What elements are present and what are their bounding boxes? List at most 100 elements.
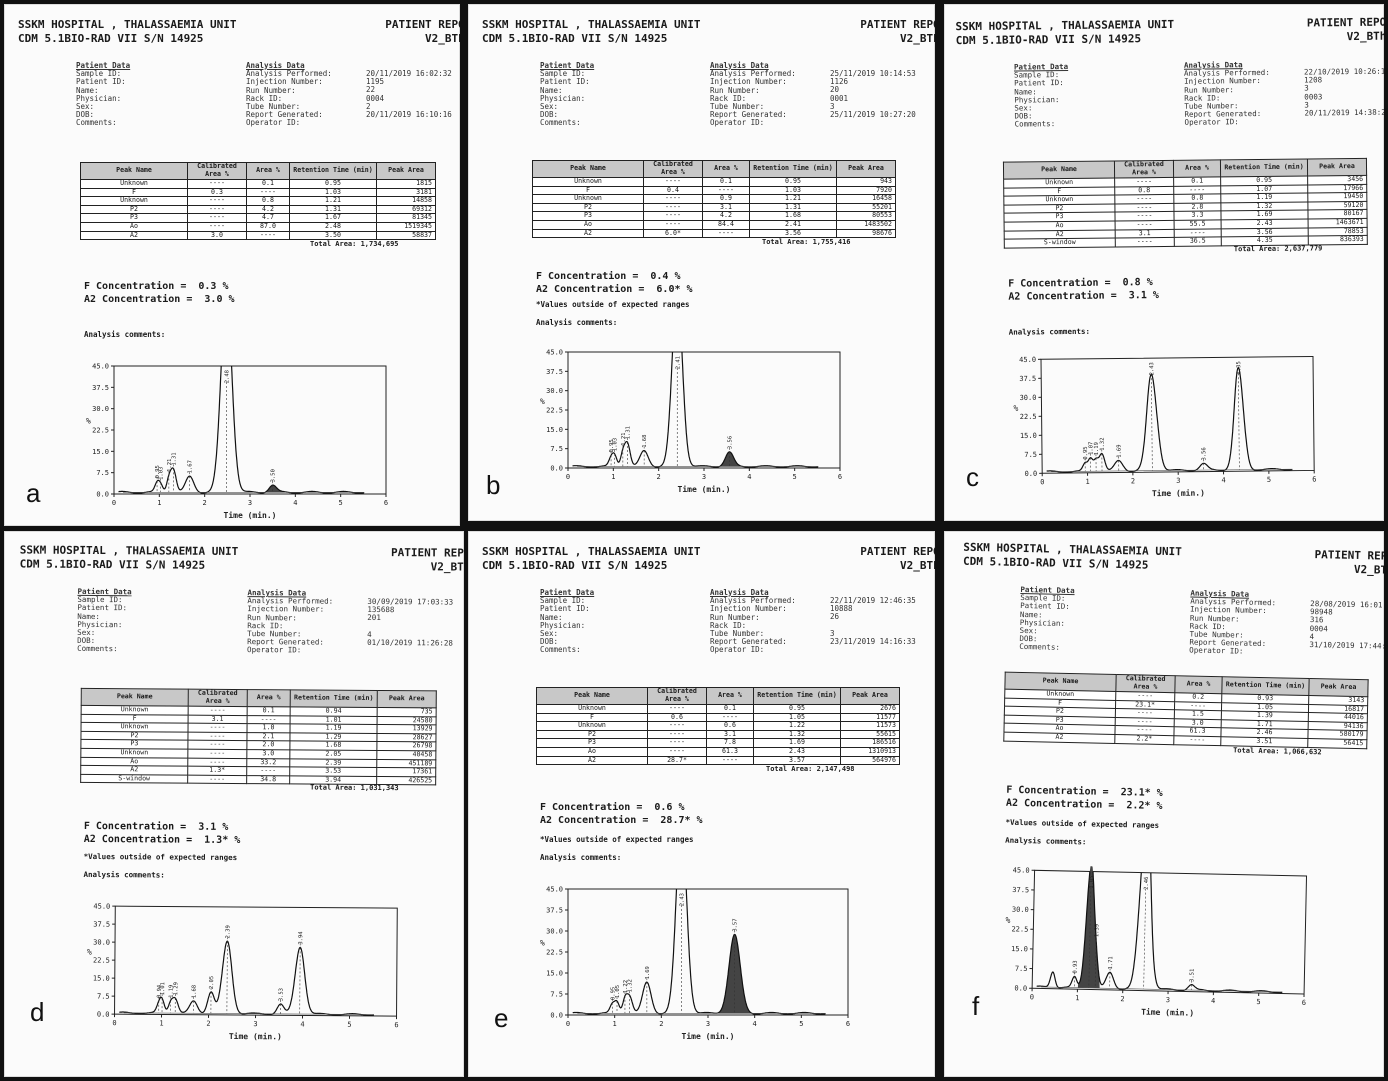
table-cell: 0.95: [749, 177, 837, 187]
x-tick-label: 6: [1312, 475, 1316, 483]
analysis-value: 3: [830, 628, 835, 638]
table-cell: 943: [836, 177, 896, 187]
column-header: Retention Time (min): [753, 687, 841, 705]
peak-label: 1.19: [1094, 442, 1100, 455]
y-tick-label: 45.0: [546, 886, 563, 894]
peak-label: 2.43: [1149, 362, 1155, 375]
patient-field: Patient ID:: [540, 77, 590, 87]
column-header: Area %: [706, 687, 754, 705]
peak-label: 2.46: [1144, 877, 1150, 890]
table-cell: 87.0: [246, 221, 290, 232]
patient-field: Comments:: [76, 118, 117, 128]
report-subtitle: V2_BThal: [430, 560, 464, 574]
peak-table: Peak Name Calibrated Area % Area % Retentio…: [1003, 671, 1369, 749]
analysis-value: 3: [830, 101, 835, 111]
plot-frame: [1031, 869, 1308, 995]
table-cell: A2: [536, 755, 648, 766]
y-tick-label: 22.5: [1020, 413, 1037, 421]
peak-table-header: Peak Name Calibrated Area % Area % Retentio…: [532, 160, 896, 178]
x-tick-label: 1: [613, 1020, 617, 1028]
plot-frame: [114, 905, 398, 1017]
x-tick-label: 2: [1131, 477, 1135, 485]
table-cell: 17361: [376, 767, 436, 777]
y-tick-label: 22.5: [546, 949, 563, 957]
peak-fill-a2: [717, 934, 752, 1014]
analysis-field: Report Generated:: [710, 637, 787, 647]
x-tick-label: 4: [747, 473, 751, 481]
hospital-name: SSKM HOSPITAL , THALASSAEMIA UNIT: [482, 545, 701, 558]
y-axis-label: %: [86, 417, 91, 426]
table-cell: 0.1: [702, 177, 750, 187]
patient-data-title: Patient Data: [540, 61, 595, 70]
x-tick-label: 5: [339, 499, 343, 507]
chromatogram-trace: [119, 940, 374, 1016]
column-header: Peak Area: [1307, 158, 1367, 176]
table-cell: Unknown: [536, 721, 648, 731]
peak-table-header: Peak Name Calibrated Area % Area % Retentio…: [80, 162, 436, 180]
y-tick-label: 15.0: [1011, 945, 1028, 953]
y-tick-label: 7.5: [97, 993, 110, 1001]
expected-range-note: *Values outside of expected ranges: [540, 835, 694, 844]
y-tick-label: 30.0: [546, 928, 563, 936]
peak-label: 1.29: [173, 982, 179, 995]
hospital-name: SSKM HOSPITAL , THALASSAEMIA UNIT: [482, 18, 701, 31]
x-tick-label: 5: [793, 473, 797, 481]
table-cell: Unknown: [532, 194, 644, 204]
column-header: Calibrated Area %: [647, 687, 707, 705]
analysis-field: Run Number:: [710, 612, 760, 622]
table-row: Ao ---- 87.0 2.48 1519345: [80, 221, 436, 232]
report-page: SSKM HOSPITAL , THALASSAEMIA UNIT CDM 5.1…: [944, 531, 1384, 1077]
x-tick-label: 5: [1267, 476, 1271, 484]
analysis-value: [1304, 117, 1384, 126]
analysis-value: [367, 647, 457, 656]
table-cell: 11573: [840, 721, 900, 731]
table-cell: 6.0*: [643, 228, 703, 239]
table-cell: 1310913: [840, 746, 900, 757]
expected-range-note: *Values outside of expected ranges: [83, 851, 238, 863]
meta-block: Patient Data Sample ID: Patient ID: Name: Ph…: [1019, 585, 1384, 667]
y-tick-label: 0.0: [550, 465, 563, 473]
table-cell: A2: [1003, 732, 1115, 744]
y-tick-label: 0.0: [97, 1011, 110, 1019]
peak-label: 1.69: [645, 966, 651, 979]
instrument-name: CDM 5.1BIO-RAD VII S/N 14925: [18, 32, 204, 45]
peak-table: Peak Name Calibrated Area % Area % Retentio…: [532, 160, 896, 239]
patient-field: Patient ID:: [540, 604, 590, 614]
chromatogram-trace: [572, 889, 826, 1015]
analysis-value: 10888: [830, 604, 853, 614]
table-cell: ----: [647, 704, 707, 714]
report-page: SSKM HOSPITAL , THALASSAEMIA UNIT CDM 5.1…: [944, 4, 1384, 521]
analysis-data: Analysis Data Analysis Performed: Injectio…: [246, 61, 460, 128]
x-tick-label: 0: [1040, 478, 1044, 486]
y-tick-label: 22.5: [1011, 925, 1028, 933]
y-tick-label: 15.0: [1020, 432, 1037, 440]
report-subtitle: V2_BThal: [425, 32, 460, 45]
y-tick-label: 45.0: [92, 363, 109, 371]
report-header: SSKM HOSPITAL , THALASSAEMIA UNIT CDM 5.1…: [963, 541, 1182, 574]
x-tick-label: 6: [846, 1020, 850, 1028]
report-title-text: PATIENT REPORT: [1306, 15, 1384, 30]
table-cell: S-window: [80, 774, 188, 784]
x-tick-label: 5: [347, 1021, 351, 1029]
f-concentration: F Concentration = 0.6 %: [540, 802, 685, 813]
peak-label: 1.67: [188, 460, 194, 473]
analysis-comments: Analysis comments:: [1005, 835, 1087, 847]
column-header: Calibrated Area %: [1115, 674, 1176, 693]
hospital-name: SSKM HOSPITAL , THALASSAEMIA UNIT: [18, 18, 237, 31]
table-cell: 2.43: [753, 746, 841, 757]
table-cell: 28.7*: [647, 755, 707, 766]
y-tick-label: 7.5: [1024, 451, 1037, 459]
table-cell: 34.8: [246, 775, 290, 785]
y-tick-label: 15.0: [92, 448, 109, 456]
a2-concentration: A2 Concentration = 28.7* %: [540, 815, 703, 826]
x-axis-label: Time (min.): [1141, 1007, 1194, 1018]
a2-concentration: A2 Concentration = 6.0* %: [536, 284, 693, 295]
analysis-field: Analysis Performed:: [710, 596, 796, 606]
x-tick-label: 1: [159, 1019, 163, 1027]
table-cell: 0.6: [706, 721, 754, 731]
peak-label: 0.95: [1083, 446, 1089, 459]
report-subtitle: V2_BThal: [900, 559, 935, 572]
concentrations: F Concentration = 23.1* % A2 Concentratio…: [1006, 784, 1163, 813]
table-cell: 3.50: [289, 230, 377, 241]
